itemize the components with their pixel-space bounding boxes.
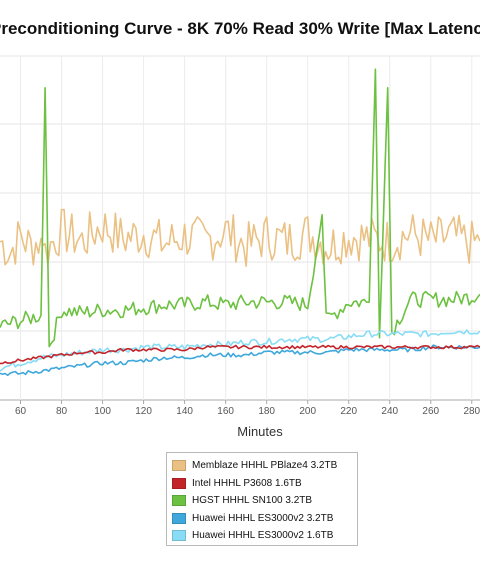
chart-title-text: Preconditioning Curve - 8K 70% Read 30% … — [0, 19, 480, 38]
x-tick-label: 140 — [176, 406, 193, 417]
legend-swatch — [172, 477, 186, 489]
legend-item[interactable]: HGST HHHL SN100 3.2TB — [172, 492, 357, 510]
legend-swatch — [172, 512, 186, 524]
series-line-0 — [0, 208, 480, 267]
x-tick-label: 80 — [56, 406, 68, 417]
series-lines — [0, 68, 480, 377]
x-tick-label: 200 — [299, 406, 316, 417]
x-axis-label: Minutes — [237, 424, 283, 439]
x-tick-label: 100 — [94, 406, 111, 417]
x-tick-label: 240 — [381, 406, 398, 417]
chart-title: Preconditioning Curve - 8K 70% Read 30% … — [0, 19, 480, 45]
series-line-4 — [0, 329, 480, 372]
x-tick-label: 160 — [217, 406, 234, 417]
legend: Memblaze HHHL PBlaze4 3.2TB Intel HHHL P3… — [166, 452, 358, 546]
legend-label: Huawei HHHL ES3000v2 1.6TB — [192, 530, 334, 542]
legend-label: Memblaze HHHL PBlaze4 3.2TB — [192, 460, 338, 472]
series-line-2 — [0, 68, 480, 348]
x-tick-label: 280 — [463, 406, 480, 417]
x-tick-label: 220 — [340, 406, 357, 417]
x-tick-label: 180 — [258, 406, 275, 417]
legend-swatch — [172, 530, 186, 542]
legend-label: Intel HHHL P3608 1.6TB — [192, 477, 302, 489]
x-tick-labels: 60 80 100 120 140 160 180 200 220 240 260 280 — [15, 406, 480, 417]
x-tick-label: 120 — [135, 406, 152, 417]
x-tick-label: 260 — [422, 406, 439, 417]
legend-item[interactable]: Huawei HHHL ES3000v2 3.2TB — [172, 510, 357, 528]
series-line-3 — [0, 344, 480, 377]
legend-label: Huawei HHHL ES3000v2 3.2TB — [192, 512, 334, 524]
legend-swatch — [172, 495, 186, 507]
series-line-1 — [0, 344, 480, 365]
legend-swatch — [172, 460, 186, 472]
legend-item[interactable]: Intel HHHL P3608 1.6TB — [172, 475, 357, 493]
legend-label: HGST HHHL SN100 3.2TB — [192, 495, 313, 507]
legend-item[interactable]: Huawei HHHL ES3000v2 1.6TB — [172, 527, 357, 545]
legend-item[interactable]: Memblaze HHHL PBlaze4 3.2TB — [172, 457, 357, 475]
x-tick-label: 60 — [15, 406, 27, 417]
